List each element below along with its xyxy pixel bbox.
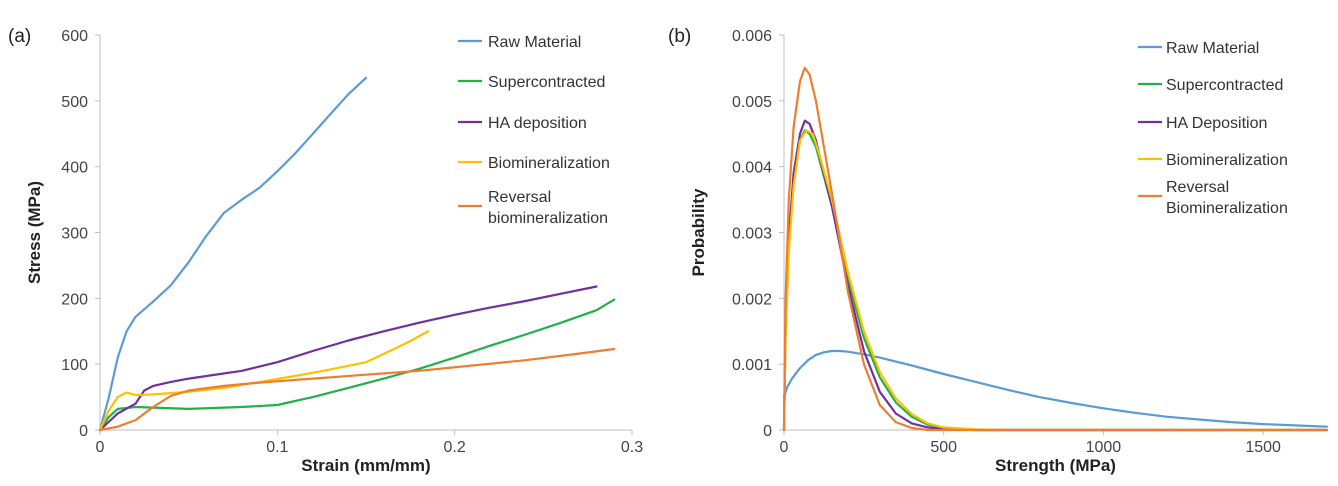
y-tick-label: 0 bbox=[763, 423, 772, 440]
x-axis-title: Strain (mm/mm) bbox=[301, 456, 430, 475]
y-tick-label: 0 bbox=[79, 423, 88, 440]
legend-label-3: Biomineralization bbox=[488, 155, 610, 172]
x-tick-label: 500 bbox=[930, 439, 957, 456]
legend-label-4: Reversal Biomineralization bbox=[1166, 179, 1288, 217]
series-line-1 bbox=[782, 129, 1329, 432]
y-tick-label: 0.004 bbox=[732, 160, 772, 177]
y-axis-title: Probability bbox=[689, 188, 708, 276]
legend-label-0: Raw Material bbox=[488, 34, 581, 51]
chart-panel-a: (a) 0 100 200 300 400 500 600 0 0.1 0.2 0.3 Strain (… bbox=[8, 26, 643, 475]
y-tick-label: 100 bbox=[61, 357, 88, 374]
y-tick-label: 200 bbox=[61, 291, 88, 308]
x-tick-label: 0 bbox=[96, 439, 105, 456]
x-axis-title: Strength (MPa) bbox=[995, 456, 1116, 475]
x-tick-label: 1500 bbox=[1245, 439, 1281, 456]
y-tick-label: 500 bbox=[61, 94, 88, 111]
x-tick-label: 0.2 bbox=[444, 439, 466, 456]
chart-panel-b: (b) 0 0.001 0.002 0.003 0.004 0.005 0.006 0 500 10… bbox=[668, 26, 1329, 475]
legend-label-1: Supercontracted bbox=[488, 74, 605, 91]
y-tick-label: 600 bbox=[61, 28, 88, 45]
series-line-3 bbox=[98, 330, 430, 432]
y-tick-label: 0.005 bbox=[732, 94, 772, 111]
panel-label: (a) bbox=[8, 26, 31, 47]
y-tick-label: 0.006 bbox=[732, 28, 772, 45]
series-line-2 bbox=[98, 285, 598, 432]
legend-label-0: Raw Material bbox=[1166, 40, 1259, 57]
series-line-4 bbox=[782, 66, 1329, 432]
series-line-3 bbox=[782, 129, 1329, 432]
y-tick-label: 400 bbox=[61, 160, 88, 177]
legend-label-1: Supercontracted bbox=[1166, 77, 1283, 94]
y-tick-label: 0.001 bbox=[732, 357, 772, 374]
series-line-0 bbox=[98, 76, 368, 432]
legend-label-3: Biomineralization bbox=[1166, 152, 1288, 169]
y-tick-label: 300 bbox=[61, 226, 88, 243]
legend-label-4: Reversal biomineralization bbox=[488, 189, 608, 227]
legend-label-2: HA Deposition bbox=[1166, 115, 1267, 132]
legend-label-line: Reversal bbox=[488, 189, 551, 206]
y-tick-label: 0.003 bbox=[732, 226, 772, 243]
x-tick-label: 1000 bbox=[1086, 439, 1122, 456]
y-axis-title: Stress (MPa) bbox=[25, 181, 44, 284]
x-tick-label: 0 bbox=[780, 439, 789, 456]
series-line-0 bbox=[782, 349, 1329, 428]
x-tick-label: 0.1 bbox=[266, 439, 288, 456]
legend-label-line: biomineralization bbox=[488, 210, 608, 227]
panel-label: (b) bbox=[668, 26, 691, 47]
legend-label-line: Biomineralization bbox=[1166, 200, 1288, 217]
legend-label-2: HA deposition bbox=[488, 115, 587, 132]
x-tick-label: 0.3 bbox=[621, 439, 643, 456]
legend-label-line: Reversal bbox=[1166, 179, 1229, 196]
y-tick-label: 0.002 bbox=[732, 291, 772, 308]
series-line-4 bbox=[98, 347, 616, 432]
